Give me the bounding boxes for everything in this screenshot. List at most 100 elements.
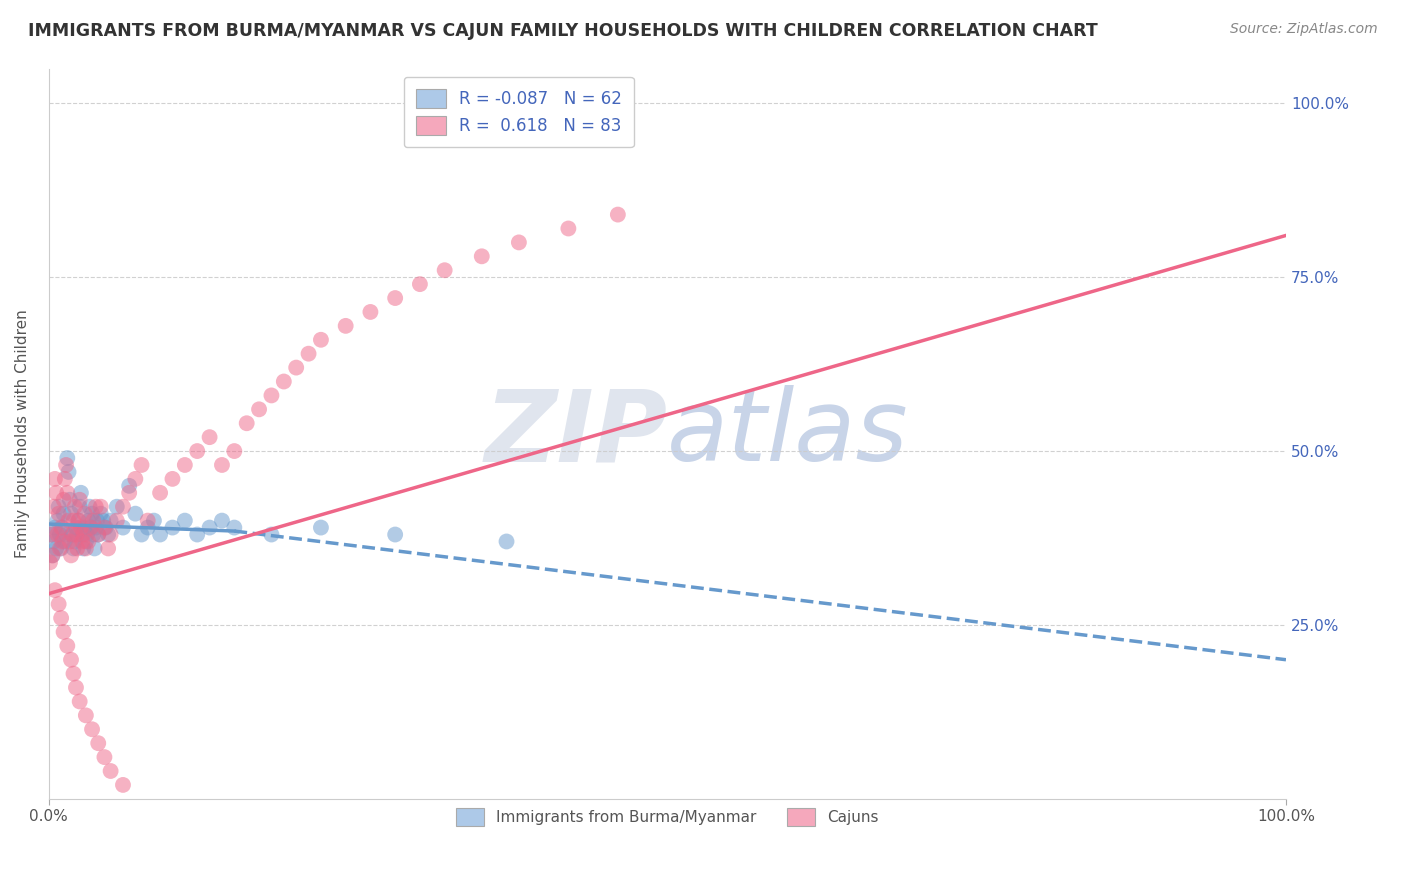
Point xyxy=(73,520,96,534)
Point xyxy=(44,520,66,534)
Point xyxy=(65,520,87,534)
Point xyxy=(90,500,112,514)
Point xyxy=(409,277,432,292)
Point xyxy=(309,333,332,347)
Point xyxy=(211,514,233,528)
Text: Source: ZipAtlas.com: Source: ZipAtlas.com xyxy=(1230,22,1378,37)
Point xyxy=(70,527,93,541)
Point xyxy=(91,514,114,528)
Point xyxy=(66,541,89,556)
Point xyxy=(82,527,104,541)
Point xyxy=(124,507,146,521)
Point xyxy=(69,500,91,514)
Point xyxy=(63,500,86,514)
Point xyxy=(42,534,65,549)
Point xyxy=(80,507,103,521)
Point xyxy=(51,520,73,534)
Point xyxy=(58,465,80,479)
Point xyxy=(309,520,332,534)
Legend: Immigrants from Burma/Myanmar, Cajuns: Immigrants from Burma/Myanmar, Cajuns xyxy=(447,799,887,835)
Point xyxy=(73,507,96,521)
Point xyxy=(56,450,79,465)
Point xyxy=(136,520,159,534)
Point xyxy=(75,534,97,549)
Point xyxy=(606,208,628,222)
Point xyxy=(260,388,283,402)
Point xyxy=(53,534,76,549)
Point xyxy=(93,520,115,534)
Point xyxy=(46,527,69,541)
Point xyxy=(77,514,100,528)
Point xyxy=(49,520,72,534)
Point xyxy=(260,527,283,541)
Point xyxy=(495,534,517,549)
Point xyxy=(41,549,63,563)
Point xyxy=(100,527,122,541)
Point xyxy=(105,514,128,528)
Point xyxy=(198,430,221,444)
Point xyxy=(79,500,101,514)
Point xyxy=(335,318,357,333)
Point xyxy=(75,708,97,723)
Point xyxy=(46,514,69,528)
Point xyxy=(83,541,105,556)
Point xyxy=(65,681,87,695)
Point xyxy=(39,527,62,541)
Point xyxy=(100,514,122,528)
Point xyxy=(136,514,159,528)
Point xyxy=(52,624,75,639)
Point xyxy=(235,416,257,430)
Point xyxy=(93,750,115,764)
Point xyxy=(66,527,89,541)
Point xyxy=(87,527,110,541)
Point xyxy=(273,375,295,389)
Text: ZIP: ZIP xyxy=(484,385,668,483)
Point xyxy=(72,527,94,541)
Point xyxy=(87,527,110,541)
Point xyxy=(186,527,208,541)
Point xyxy=(97,541,120,556)
Point xyxy=(162,520,184,534)
Point xyxy=(111,778,134,792)
Point xyxy=(84,500,107,514)
Point xyxy=(87,736,110,750)
Point xyxy=(55,458,77,472)
Point xyxy=(62,666,84,681)
Point xyxy=(39,555,62,569)
Point xyxy=(65,527,87,541)
Point xyxy=(285,360,308,375)
Point xyxy=(70,485,93,500)
Point xyxy=(41,549,63,563)
Point xyxy=(118,479,141,493)
Point xyxy=(44,472,66,486)
Point xyxy=(80,723,103,737)
Point xyxy=(69,492,91,507)
Point xyxy=(100,764,122,778)
Point xyxy=(297,347,319,361)
Point xyxy=(62,541,84,556)
Point xyxy=(59,492,82,507)
Text: IMMIGRANTS FROM BURMA/MYANMAR VS CAJUN FAMILY HOUSEHOLDS WITH CHILDREN CORRELATI: IMMIGRANTS FROM BURMA/MYANMAR VS CAJUN F… xyxy=(28,22,1098,40)
Point xyxy=(211,458,233,472)
Point xyxy=(384,291,406,305)
Point xyxy=(149,527,172,541)
Text: atlas: atlas xyxy=(668,385,910,483)
Point xyxy=(82,514,104,528)
Point xyxy=(90,507,112,521)
Point xyxy=(142,514,165,528)
Point xyxy=(45,485,67,500)
Point xyxy=(70,534,93,549)
Point xyxy=(56,639,79,653)
Point xyxy=(63,534,86,549)
Point xyxy=(173,458,195,472)
Point xyxy=(186,444,208,458)
Point xyxy=(198,520,221,534)
Point xyxy=(247,402,270,417)
Point xyxy=(105,500,128,514)
Point xyxy=(60,507,83,521)
Point xyxy=(60,527,83,541)
Point xyxy=(77,534,100,549)
Point xyxy=(84,520,107,534)
Point xyxy=(49,611,72,625)
Point xyxy=(49,541,72,556)
